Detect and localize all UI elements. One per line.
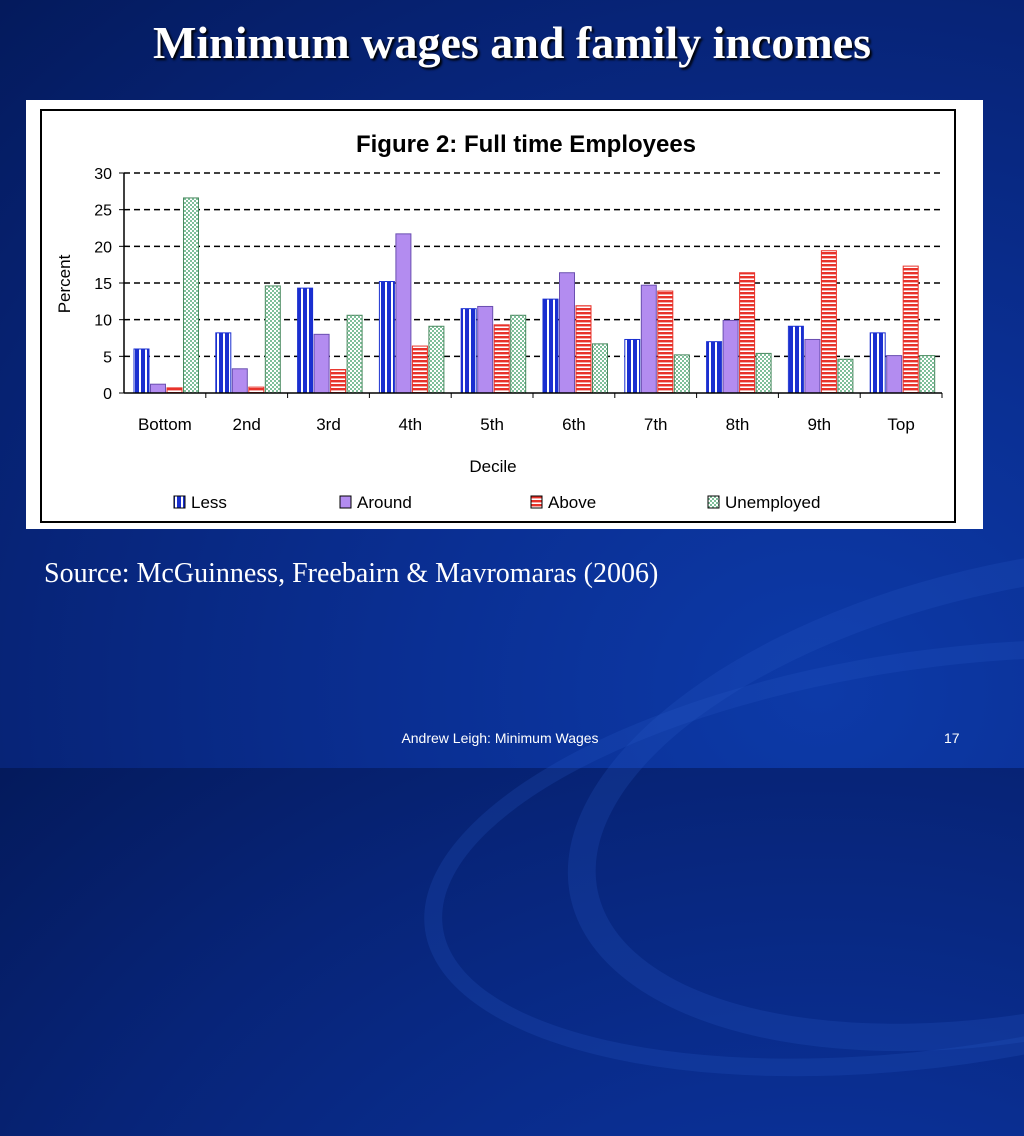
x-axis-ticks: Bottom 2nd 3rd 4th 5th 6th 7th 8th 9th Top (138, 393, 943, 434)
bar-less-3rd (297, 287, 314, 394)
bar-unemployed-9th (837, 358, 854, 394)
legend-label: Above (548, 493, 596, 512)
bar-less-4th (378, 281, 395, 394)
legend-swatch (339, 495, 352, 509)
y-tick-label: 0 (103, 386, 112, 403)
y-tick-label: 15 (94, 276, 112, 293)
x-tick-label: 8th (726, 415, 750, 434)
bar-around-6th (559, 272, 575, 394)
legend-label: Around (357, 493, 412, 512)
background-swoosh (396, 579, 1024, 1136)
legend-label: Less (191, 493, 227, 512)
bar-around-bottom (150, 383, 166, 394)
bar-unemployed-top (919, 355, 936, 394)
bar-around-9th (804, 338, 821, 394)
bar-unemployed-5th (510, 314, 527, 394)
bar-around-top (886, 355, 903, 394)
bar-less-top (869, 332, 886, 394)
bar-around-8th (722, 319, 739, 394)
x-tick-label: Bottom (138, 415, 192, 434)
source-citation: Source: McGuinness, Freebairn & Mavromar… (44, 558, 659, 589)
bar-less-bottom (133, 348, 150, 394)
x-tick-label: 5th (480, 415, 504, 434)
bars (133, 197, 936, 394)
bar-above-bottom (166, 387, 183, 394)
chart-border (40, 109, 956, 523)
y-tick-label: 10 (94, 313, 112, 330)
bar-above-5th (493, 324, 510, 394)
chart-figure: Figure 2: Full time Employees Percent De… (26, 100, 983, 529)
bar-less-9th (787, 325, 804, 394)
bar-around-4th (395, 233, 412, 394)
chart: Figure 2: Full time Employees Percent De… (40, 109, 956, 523)
footer-text: Andrew Leigh: Minimum Wages (401, 730, 599, 746)
y-axis-ticks: 0 5 10 15 20 25 30 (94, 166, 124, 403)
bar-less-7th (624, 338, 641, 394)
bar-around-3rd (313, 333, 330, 394)
y-tick-label: 30 (94, 166, 112, 183)
bar-above-6th (575, 305, 592, 394)
page-number: 17 (944, 730, 960, 746)
legend: Less Around Above Unemployed (173, 493, 820, 512)
bar-unemployed-2nd (264, 285, 281, 394)
bar-unemployed-4th (428, 325, 445, 394)
bar-less-5th (460, 308, 477, 394)
x-tick-label: 6th (562, 415, 586, 434)
y-axis-label: Percent (55, 254, 74, 313)
bar-above-top (902, 265, 919, 394)
bar-above-2nd (248, 386, 265, 394)
bar-less-8th (706, 341, 723, 394)
slide-title: Minimum wages and family incomes (152, 17, 872, 68)
bar-unemployed-7th (673, 354, 690, 394)
x-tick-label: Top (887, 415, 914, 434)
bar-above-3rd (330, 369, 347, 394)
bar-around-7th (640, 284, 657, 394)
x-tick-label: 9th (807, 415, 831, 434)
gridlines (124, 172, 942, 358)
bar-unemployed-3rd (346, 314, 363, 394)
x-tick-label: 4th (398, 415, 422, 434)
legend-swatch (173, 495, 186, 509)
y-tick-label: 25 (94, 203, 112, 220)
bar-unemployed-6th (592, 343, 608, 394)
y-tick-label: 5 (103, 349, 112, 366)
x-axis-label: Decile (469, 457, 516, 476)
bar-around-2nd (231, 368, 248, 394)
x-tick-label: 7th (644, 415, 668, 434)
bar-above-9th (820, 250, 837, 394)
bar-above-4th (411, 345, 428, 394)
chart-title: Figure 2: Full time Employees (356, 131, 696, 158)
bar-above-8th (739, 272, 756, 394)
legend-swatch (530, 495, 543, 509)
bar-unemployed-bottom (183, 197, 199, 394)
y-tick-label: 20 (94, 239, 112, 256)
bar-above-7th (657, 290, 674, 394)
bar-around-5th (477, 305, 494, 394)
legend-swatch (707, 495, 720, 509)
bar-less-6th (542, 298, 559, 394)
bar-less-2nd (215, 332, 232, 394)
bar-unemployed-8th (755, 352, 772, 394)
legend-label: Unemployed (725, 493, 820, 512)
x-tick-label: 2nd (233, 415, 261, 434)
x-tick-label: 3rd (316, 415, 341, 434)
